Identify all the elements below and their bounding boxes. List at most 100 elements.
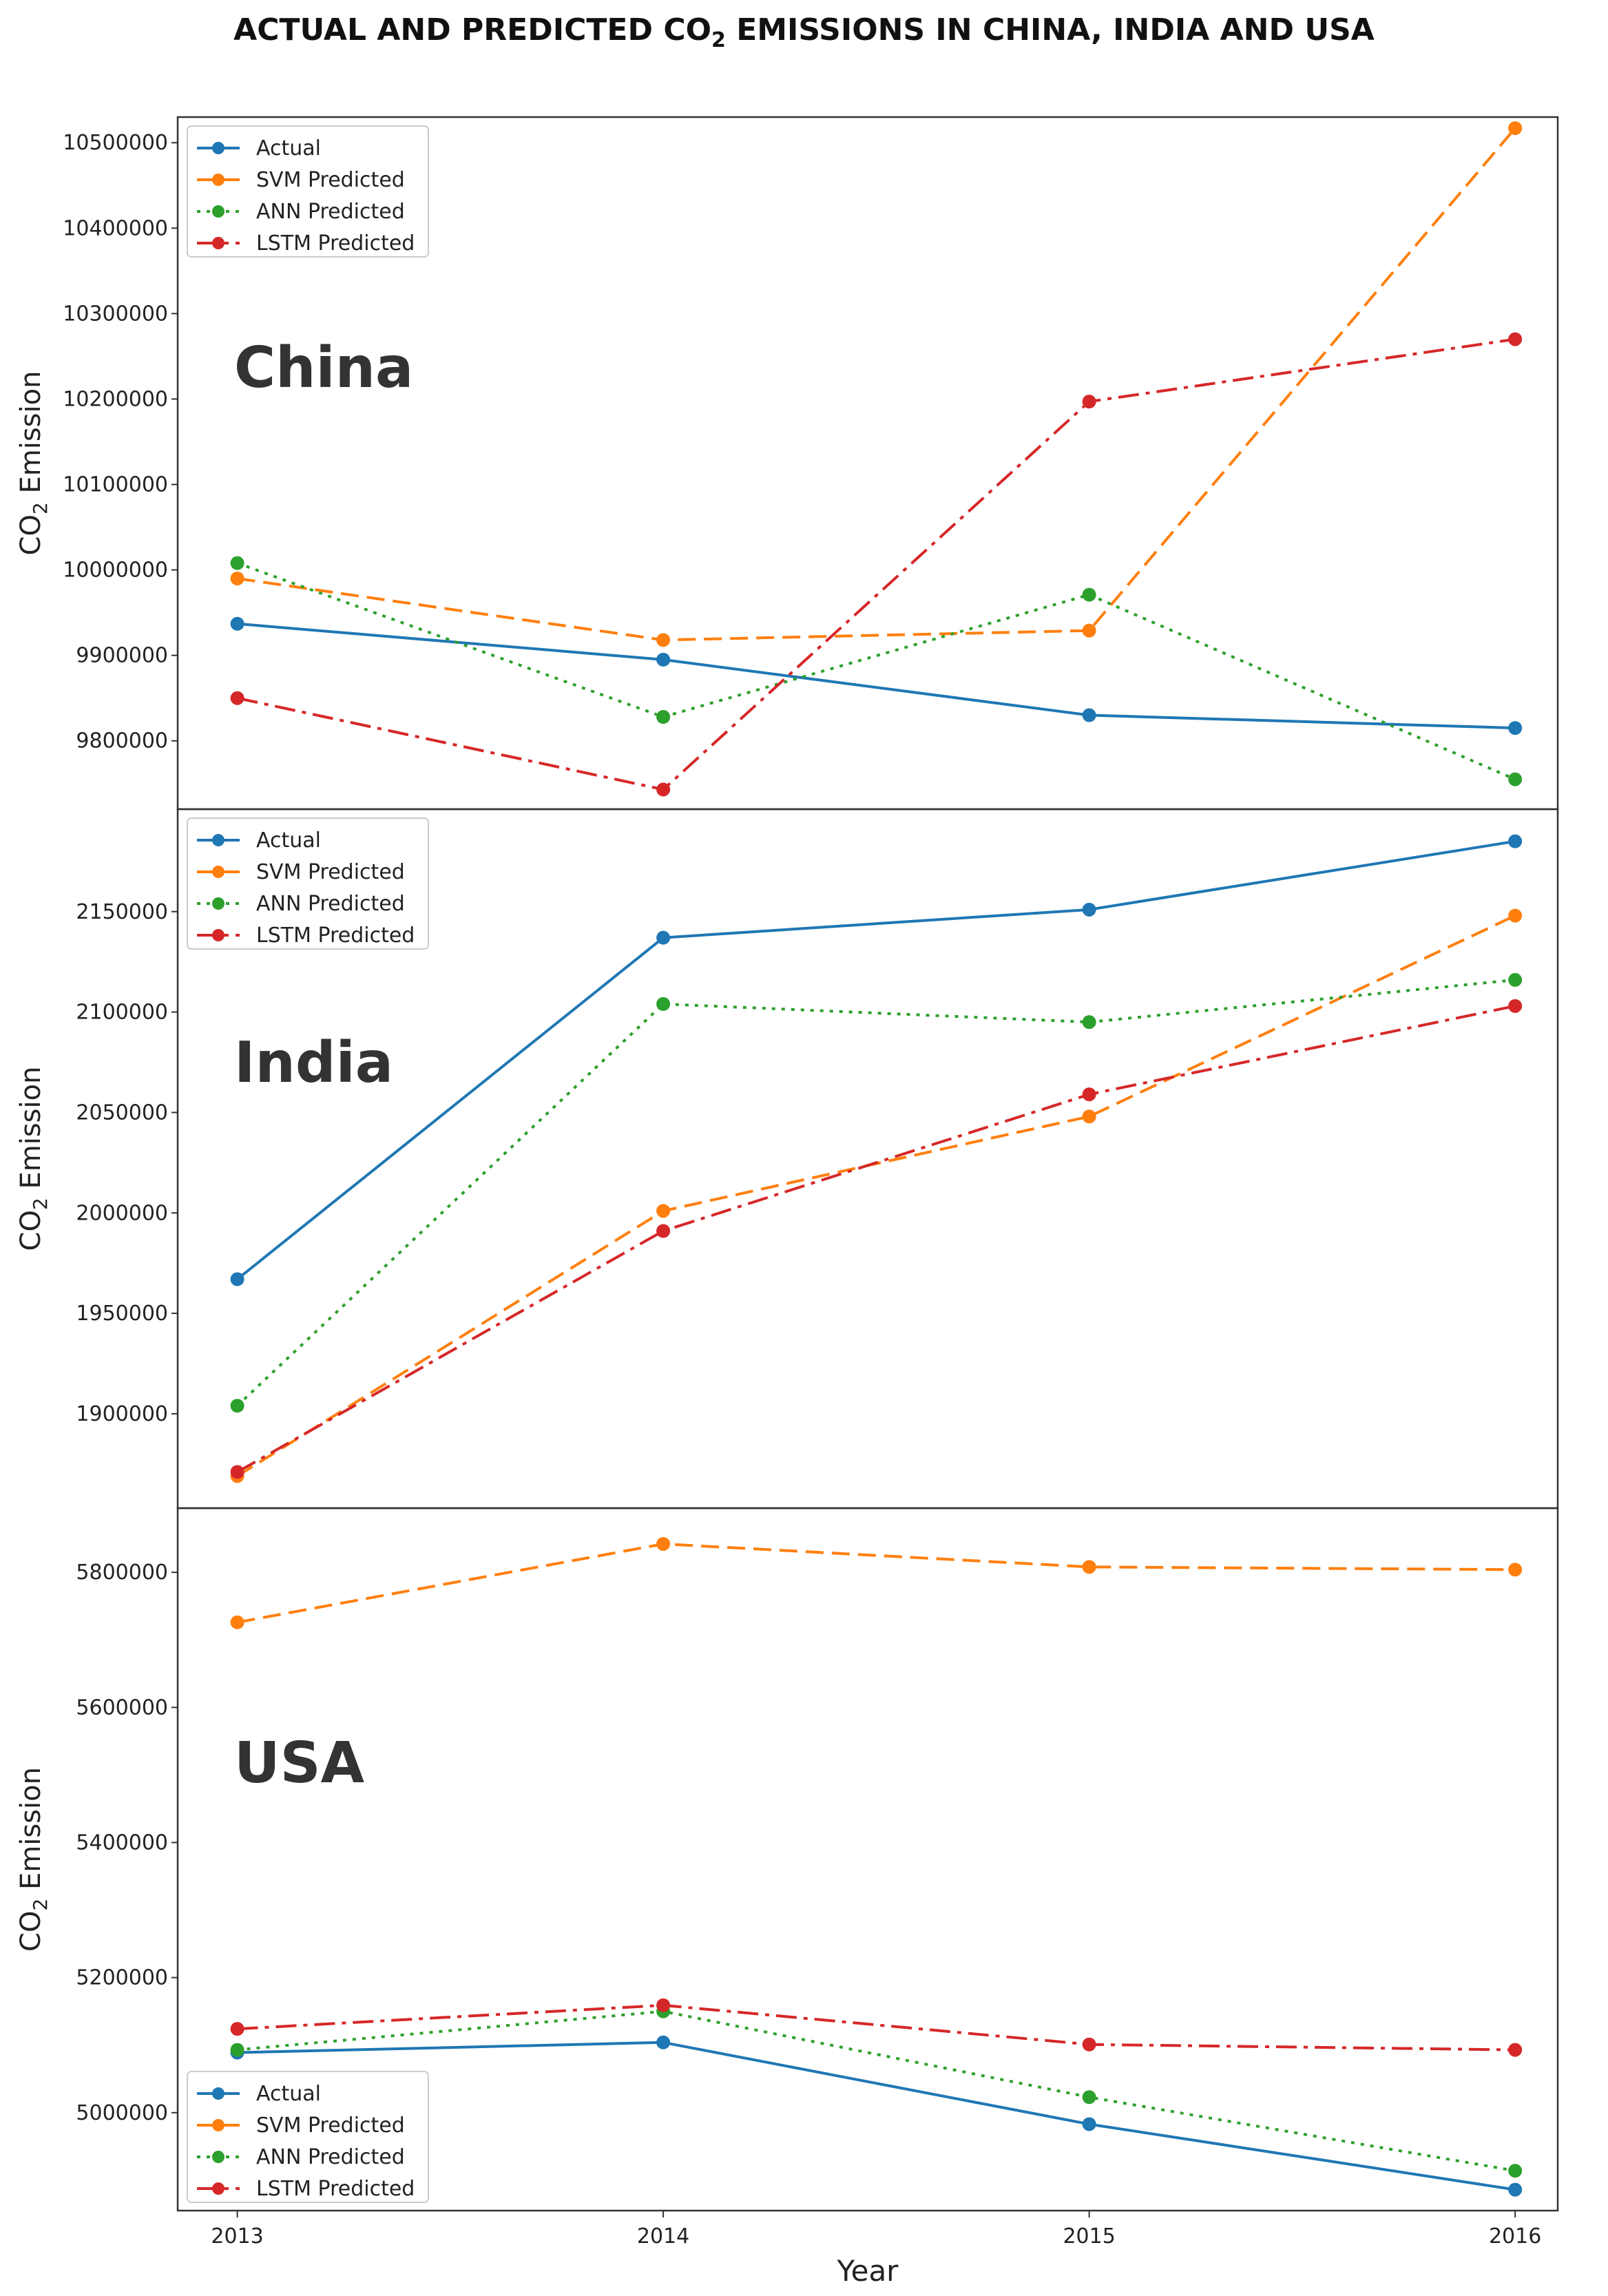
y-tick-label: 2050000 — [76, 1100, 168, 1125]
data-point — [1082, 1087, 1096, 1102]
data-point — [656, 930, 671, 945]
y-tick-label: 1900000 — [76, 1402, 168, 1426]
data-point — [1082, 623, 1096, 638]
data-point — [1508, 332, 1523, 346]
data-point — [230, 1399, 244, 1413]
panel-usa: 5000000 5200000 5400000 5600000 5800000 CO2 E… — [15, 1507, 1559, 2288]
legend-label: SVM Predicted — [256, 2114, 405, 2138]
data-point — [656, 710, 671, 724]
panel-label: USA — [234, 1731, 365, 1796]
data-point — [1508, 999, 1523, 1013]
y-axis-label: CO2 Emission — [15, 1067, 52, 1251]
y-tick-label: 5400000 — [76, 1830, 168, 1855]
data-point — [656, 1536, 671, 1551]
y-axis-label: CO2 Emission — [15, 371, 52, 556]
legend-swatch-marker — [212, 2182, 225, 2195]
data-point — [656, 652, 671, 667]
x-tick-label: 2016 — [1489, 2224, 1541, 2248]
y-tick-label: 9900000 — [76, 644, 168, 668]
y-tick-label: 5000000 — [76, 2101, 168, 2125]
data-point — [1508, 2043, 1523, 2057]
y-tick-label: 10100000 — [63, 473, 168, 497]
x-tick-label: 2015 — [1063, 2224, 1115, 2248]
legend-label: ANN Predicted — [256, 200, 405, 224]
data-point — [1082, 395, 1096, 409]
data-point — [656, 633, 671, 647]
legend-label: LSTM Predicted — [256, 923, 415, 948]
legend-label: SVM Predicted — [256, 168, 405, 192]
legend-swatch-marker — [212, 2151, 225, 2163]
data-point — [1082, 1015, 1096, 1030]
data-point — [1082, 2037, 1096, 2052]
series-line-actual — [237, 622, 1516, 730]
legend-swatch-marker — [212, 205, 225, 218]
y-tick-label: 10300000 — [63, 302, 168, 326]
series-line-lstm-predicted — [237, 2003, 1516, 2052]
legend-label: Actual — [256, 2082, 321, 2106]
legend-swatch-marker — [212, 929, 225, 941]
legend: Actual SVM Predicted ANN Predicted LSTM Pre… — [187, 125, 429, 258]
y-axis-label-text: CO — [15, 514, 47, 555]
data-point — [1082, 1109, 1096, 1124]
y-axis-label: CO2 Emission — [15, 1767, 52, 1952]
panel-label: China — [234, 335, 413, 401]
y-tick-label: 10000000 — [63, 559, 168, 583]
series-line-actual — [236, 839, 1516, 1281]
plot-frame — [176, 1507, 1559, 2212]
panel-india: 1900000 1950000 2000000 2050000 2100000 21500… — [15, 808, 1559, 1510]
y-axis-label-text: Emission — [15, 371, 47, 503]
y-tick-label: 2000000 — [76, 1201, 168, 1225]
y-axis-label-subscript: 2 — [29, 502, 52, 514]
y-axis-label-text: Emission — [15, 1067, 47, 1198]
y-tick-label: 5200000 — [76, 1966, 168, 1990]
y-tick-label: 2150000 — [76, 900, 168, 924]
legend-box — [187, 817, 429, 950]
y-tick-label: 2100000 — [76, 1001, 168, 1025]
panel-china: 9800000 9900000 10000000 10100000 10200000 10… — [15, 116, 1559, 811]
legend-box — [187, 2071, 429, 2203]
data-point — [230, 556, 244, 570]
legend-label: SVM Predicted — [256, 860, 405, 884]
series-line-ann-predicted — [236, 561, 1516, 781]
series-line-lstm-predicted — [236, 1004, 1516, 1474]
y-tick-label: 10500000 — [63, 131, 168, 155]
legend-label: LSTM Predicted — [256, 231, 415, 255]
series-line-svm-predicted — [237, 1542, 1516, 1624]
data-point — [230, 2043, 244, 2057]
legend-swatch-marker — [212, 834, 225, 846]
legend-swatch-marker — [212, 2119, 225, 2131]
data-point — [230, 616, 244, 631]
x-tick-label: 2014 — [637, 2224, 689, 2248]
data-point — [656, 782, 671, 797]
y-tick-label: 10200000 — [63, 387, 168, 411]
legend-box — [187, 125, 429, 258]
y-tick-label: 5800000 — [76, 1561, 168, 1585]
data-point — [1508, 772, 1523, 786]
data-point — [230, 1465, 244, 1479]
x-tick-label: 2013 — [211, 2224, 263, 2248]
data-point — [1508, 972, 1523, 987]
series-line-ann-predicted — [237, 2010, 1516, 2173]
data-point — [230, 691, 244, 705]
legend-swatch-marker — [212, 237, 225, 249]
data-point — [1508, 2164, 1523, 2178]
legend-label: Actual — [256, 136, 321, 160]
y-tick-label: 10400000 — [63, 216, 168, 240]
data-point — [656, 996, 671, 1011]
y-axis-label-subscript: 2 — [29, 1899, 52, 1911]
data-point — [656, 1224, 671, 1238]
x-axis-label: Year — [837, 2254, 899, 2288]
y-axis-label-text: Emission — [15, 1767, 47, 1899]
y-tick-label: 9800000 — [76, 729, 168, 753]
legend-swatch-marker — [212, 142, 225, 154]
data-point — [1508, 721, 1523, 735]
legend-label: LSTM Predicted — [256, 2177, 415, 2201]
series-line-svm-predicted — [237, 127, 1516, 642]
series-line-lstm-predicted — [237, 337, 1516, 791]
data-point — [1082, 1560, 1096, 1574]
data-point — [656, 1204, 671, 1218]
series-line-ann-predicted — [236, 978, 1516, 1407]
panel-label: India — [234, 1030, 393, 1096]
series-line-actual — [237, 2041, 1516, 2191]
y-axis-label-text: CO — [15, 1911, 47, 1952]
